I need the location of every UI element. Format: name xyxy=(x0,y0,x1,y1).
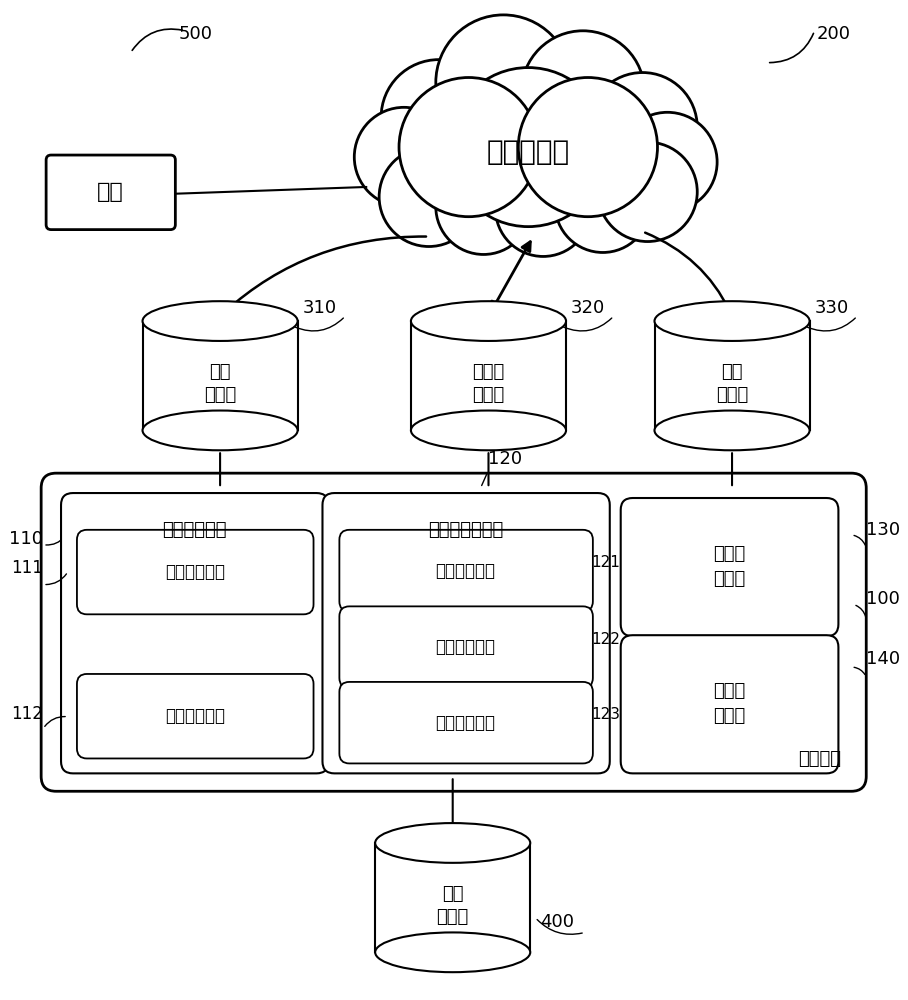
Text: 管理平台: 管理平台 xyxy=(798,750,842,768)
Text: 500: 500 xyxy=(178,25,212,43)
Text: 图像配置单元: 图像配置单元 xyxy=(436,638,496,656)
Circle shape xyxy=(587,73,697,182)
Text: 实验室
数据库: 实验室 数据库 xyxy=(472,363,505,404)
FancyBboxPatch shape xyxy=(621,498,838,636)
Ellipse shape xyxy=(655,411,810,450)
Text: 200: 200 xyxy=(816,25,851,43)
Text: 310: 310 xyxy=(302,299,337,317)
Text: 交互云平台: 交互云平台 xyxy=(487,138,570,166)
Circle shape xyxy=(354,107,454,207)
Text: 330: 330 xyxy=(814,299,849,317)
Text: 130: 130 xyxy=(866,521,901,539)
Polygon shape xyxy=(655,321,810,430)
Text: 终端: 终端 xyxy=(97,182,124,202)
FancyBboxPatch shape xyxy=(340,682,593,763)
Text: 120: 120 xyxy=(489,450,523,468)
Text: 实验室管理模块: 实验室管理模块 xyxy=(429,521,504,539)
Text: 外部
资源库: 外部 资源库 xyxy=(437,885,469,926)
Circle shape xyxy=(399,78,538,217)
FancyBboxPatch shape xyxy=(61,493,329,773)
FancyBboxPatch shape xyxy=(46,155,175,230)
Polygon shape xyxy=(143,321,298,430)
Circle shape xyxy=(617,112,717,212)
Circle shape xyxy=(597,142,697,242)
Text: 320: 320 xyxy=(571,299,606,317)
Circle shape xyxy=(449,68,607,227)
Polygon shape xyxy=(411,321,566,430)
Text: 111: 111 xyxy=(11,559,44,577)
Text: 140: 140 xyxy=(866,650,901,668)
Ellipse shape xyxy=(411,411,566,450)
Text: 123: 123 xyxy=(591,707,620,722)
Text: 110: 110 xyxy=(9,530,44,548)
Circle shape xyxy=(521,31,645,154)
Ellipse shape xyxy=(143,411,298,450)
FancyBboxPatch shape xyxy=(621,635,838,773)
FancyBboxPatch shape xyxy=(322,493,610,773)
Circle shape xyxy=(380,147,479,247)
Ellipse shape xyxy=(411,301,566,341)
Ellipse shape xyxy=(143,301,298,341)
FancyBboxPatch shape xyxy=(340,530,593,611)
Ellipse shape xyxy=(655,301,810,341)
Text: 订单拆
解模块: 订单拆 解模块 xyxy=(713,682,745,725)
FancyBboxPatch shape xyxy=(340,606,593,688)
FancyBboxPatch shape xyxy=(77,530,313,614)
Text: 112: 112 xyxy=(11,705,44,723)
FancyBboxPatch shape xyxy=(41,473,866,791)
FancyBboxPatch shape xyxy=(77,674,313,758)
Text: 文字配置单元: 文字配置单元 xyxy=(436,714,496,732)
Text: 121: 121 xyxy=(591,555,620,570)
Text: 项目配置单元: 项目配置单元 xyxy=(436,562,496,580)
Ellipse shape xyxy=(375,823,530,863)
Ellipse shape xyxy=(375,932,530,972)
Circle shape xyxy=(555,157,650,252)
Polygon shape xyxy=(375,843,530,952)
Text: 对接接
口模块: 对接接 口模块 xyxy=(713,545,745,588)
Text: 对接
数据库: 对接 数据库 xyxy=(716,363,748,404)
Text: 122: 122 xyxy=(591,632,620,647)
Text: 用户管理模块: 用户管理模块 xyxy=(163,521,227,539)
Circle shape xyxy=(436,159,531,254)
Text: 用户
数据库: 用户 数据库 xyxy=(204,363,236,404)
Circle shape xyxy=(518,78,657,217)
Text: 用户验证单元: 用户验证单元 xyxy=(165,563,225,581)
Circle shape xyxy=(381,60,497,175)
Circle shape xyxy=(436,15,571,150)
Circle shape xyxy=(496,161,591,256)
Text: 订单配置单元: 订单配置单元 xyxy=(165,707,225,725)
Text: 100: 100 xyxy=(866,590,900,608)
Text: 400: 400 xyxy=(540,913,574,931)
